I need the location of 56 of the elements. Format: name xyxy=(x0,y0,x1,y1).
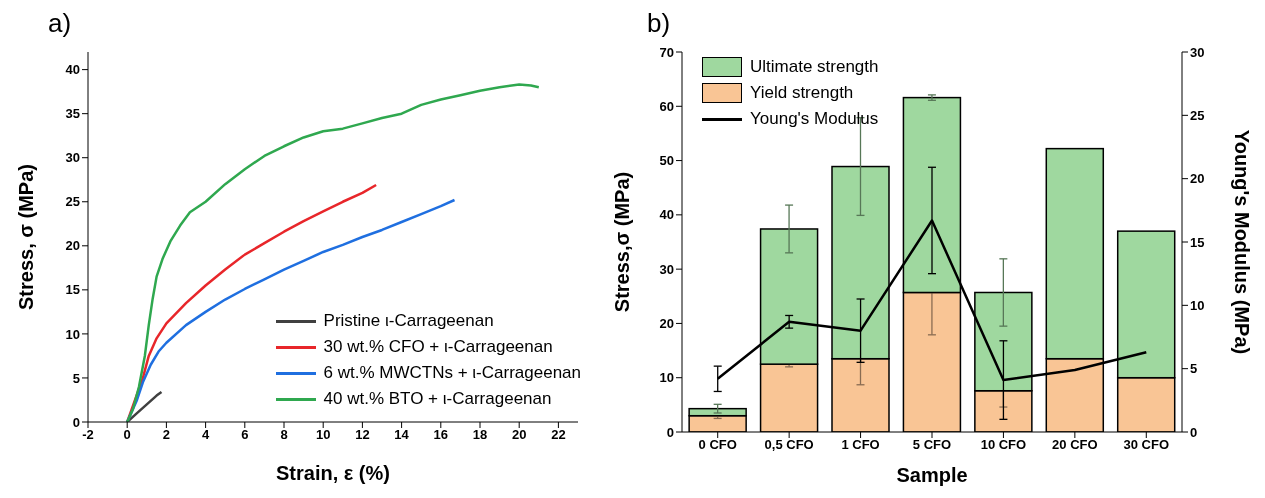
y2-tick-label: 20 xyxy=(1190,171,1205,187)
x-tick-label: 20 xyxy=(511,427,527,443)
y2-tick-label: 25 xyxy=(1190,107,1205,123)
x-tick-label: 6 xyxy=(241,427,249,443)
legend-label: 40 wt.% BTO + ι-Carrageenan xyxy=(323,388,552,410)
y-tick-label: 10 xyxy=(659,370,674,386)
x-tick-label: 12 xyxy=(355,427,370,443)
x-tick-label: 30 CFO xyxy=(1123,437,1170,453)
y-tick-label: 40 xyxy=(65,62,80,78)
x-tick-label: 5 CFO xyxy=(912,437,952,453)
x-tick-label: 4 xyxy=(201,427,210,443)
y2-axis-title: Young's Modulus (MPa) xyxy=(1230,129,1253,355)
x-tick-label: 22 xyxy=(551,427,566,443)
legend-label: Ultimate strength xyxy=(750,56,879,78)
y2-tick-label: 30 xyxy=(1190,44,1205,60)
y-tick-label: 10 xyxy=(65,326,80,342)
legend-label: 6 wt.% MWCTNs + ι-Carrageenan xyxy=(323,362,581,384)
x-axis-title: Strain, ε (%) xyxy=(276,462,390,484)
x-tick-label: 18 xyxy=(472,427,488,443)
legend-label: Young's Modulus xyxy=(750,108,879,130)
y-tick-label: 0 xyxy=(72,414,80,430)
y-tick-label: 20 xyxy=(65,238,80,254)
x-tick-label: 20 CFO xyxy=(1052,437,1098,453)
y-axis-title: Stress, σ (MPa) xyxy=(15,164,38,310)
y-tick-label: 25 xyxy=(65,194,80,210)
y-tick-label: 70 xyxy=(659,44,674,60)
x-tick-label: 14 xyxy=(394,427,410,443)
legend-label: 30 wt.% CFO + ι-Carrageenan xyxy=(323,336,553,358)
y-tick-label: 30 xyxy=(659,261,674,277)
legend-label: Yield strength xyxy=(750,82,854,104)
y2-tick-label: 5 xyxy=(1190,361,1198,377)
y2-tick-label: 10 xyxy=(1190,297,1205,313)
y-tick-label: 35 xyxy=(65,106,80,122)
y-axis-title: Stress,σ (MPa) xyxy=(611,171,634,313)
x-tick-label: 8 xyxy=(280,427,288,443)
x-tick-label: 16 xyxy=(433,427,449,443)
x-tick-label: 0,5 CFO xyxy=(764,437,814,453)
x-tick-label: 0 CFO xyxy=(698,437,737,453)
y-tick-label: 20 xyxy=(659,316,674,332)
y-tick-label: 30 xyxy=(65,150,80,166)
x-tick-label: 2 xyxy=(162,427,171,443)
x-axis-title: Sample xyxy=(896,464,968,486)
y-tick-label: 5 xyxy=(72,370,80,386)
x-tick-label: 10 xyxy=(315,427,331,443)
y2-tick-label: 15 xyxy=(1190,234,1205,250)
x-tick-label: 1 CFO xyxy=(841,437,880,453)
y-tick-label: 50 xyxy=(659,153,674,169)
legend-label: Pristine ι-Carrageenan xyxy=(323,310,494,332)
y-tick-label: 60 xyxy=(659,98,674,114)
chart-title: a) xyxy=(48,8,73,40)
y-tick-label: 15 xyxy=(65,282,80,298)
x-tick-label: 0 xyxy=(123,427,131,443)
x-tick-label: -2 xyxy=(82,427,94,443)
y-tick-label: 40 xyxy=(659,207,674,223)
chart-title: b) xyxy=(647,8,672,40)
x-tick-label: 10 CFO xyxy=(980,437,1027,453)
